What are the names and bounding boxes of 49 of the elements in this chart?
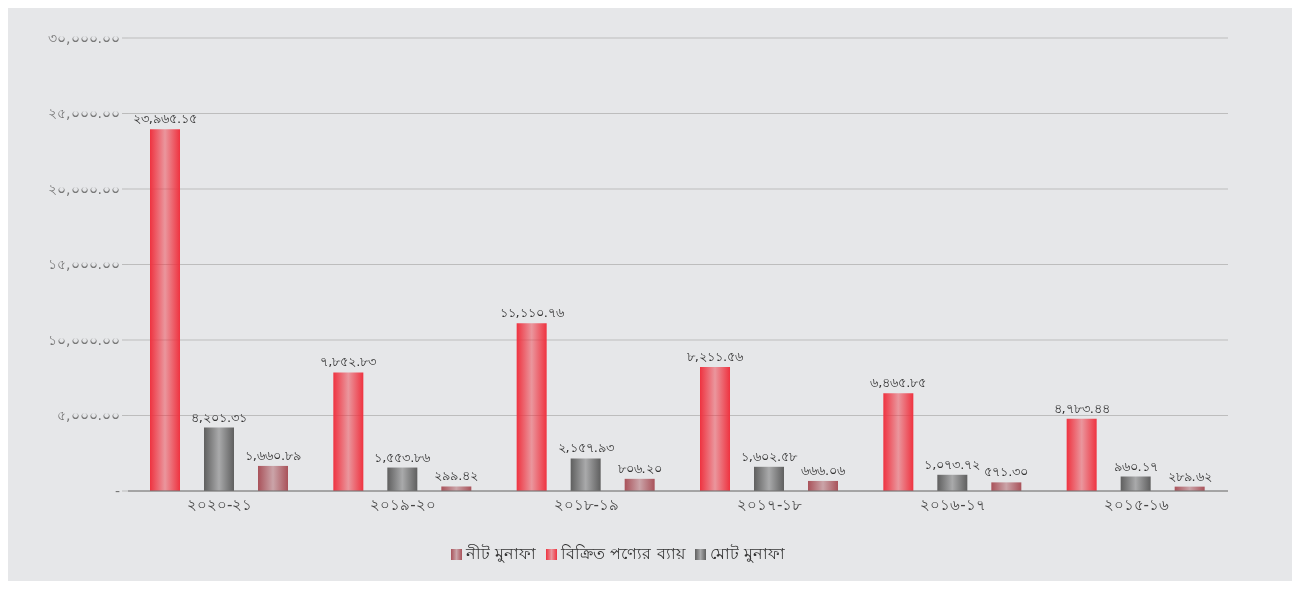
x-tick-label: ২০১৫-১৬ (1103, 495, 1170, 514)
bar (991, 482, 1022, 491)
bar (883, 393, 914, 491)
y-tick-label: ৩০,০০০.০০ (48, 29, 120, 46)
y-tick-label: ১০,০০০.০০ (48, 331, 120, 348)
bar (516, 323, 547, 491)
bar (570, 458, 601, 491)
data-label: ২৮৯.৬২ (1167, 468, 1212, 484)
data-label: ৭,৮৫২.৮৩ (320, 354, 377, 370)
data-label: ২৯৯.৪২ (434, 468, 479, 484)
data-label: ৯৬০.১৭ (1113, 458, 1158, 474)
x-tick-label: ২০২০-২১ (186, 495, 253, 514)
bar (1066, 418, 1097, 491)
data-label: ৬,৪৬৫.৮৫ (870, 375, 927, 391)
data-label: ৪,২০১.৩১ (190, 409, 248, 425)
data-label: ৬৬৬.০৬ (800, 462, 847, 478)
data-label: ৫৭১.৩০ (984, 464, 1029, 480)
data-label: ১১,১১০.৭৬ (499, 305, 565, 321)
data-label: ১,৬০২.৫৮ (740, 448, 799, 464)
x-tick-label: ২০১৭-১৮ (736, 495, 803, 514)
x-tick-label: ২০১৬-১৭ (920, 495, 986, 514)
bar (150, 129, 180, 491)
data-label: ১,৬৬০.৮৯ (244, 447, 302, 463)
y-tick-label: ৫,০০০.০০ (57, 407, 120, 424)
data-label: ১,৫৫৩.৮৬ (374, 449, 432, 465)
data-label: ৪,৭৮৩.৪৪ (1053, 400, 1110, 416)
data-label: ৮,২১১.৫৬ (686, 349, 745, 365)
bar (700, 367, 730, 491)
legend-label: বিক্রিত পণ্যের ব্যায় (561, 544, 685, 563)
data-label: ২,১৫৭.৯৩ (557, 440, 614, 456)
data-label: ১,০৭৩.৭২ (924, 456, 981, 472)
y-tick-label: ২৫,০০০.০০ (48, 105, 120, 122)
legend-label: নীট মুনাফা (466, 544, 537, 563)
y-tick-label: ২০,০০০.০০ (48, 180, 120, 197)
bar (204, 427, 234, 491)
bar (387, 467, 418, 491)
x-tick-label: ২০১৯-২০ (370, 495, 436, 514)
bar (754, 466, 784, 491)
x-tick-label: ২০১৮-১৯ (553, 495, 620, 514)
data-label: ২৩,৯৬৫.১৫ (132, 111, 198, 127)
bar (1120, 476, 1151, 491)
legend-label: মোট মুনাফা (709, 544, 785, 563)
y-tick-label: ১৫,০০০.০০ (48, 256, 120, 273)
data-label: ৮০৬.২০ (617, 460, 662, 476)
bar (333, 372, 364, 491)
y-tick-label: - (114, 482, 120, 499)
bar (258, 465, 288, 491)
bar (624, 478, 655, 491)
bar (937, 474, 968, 491)
